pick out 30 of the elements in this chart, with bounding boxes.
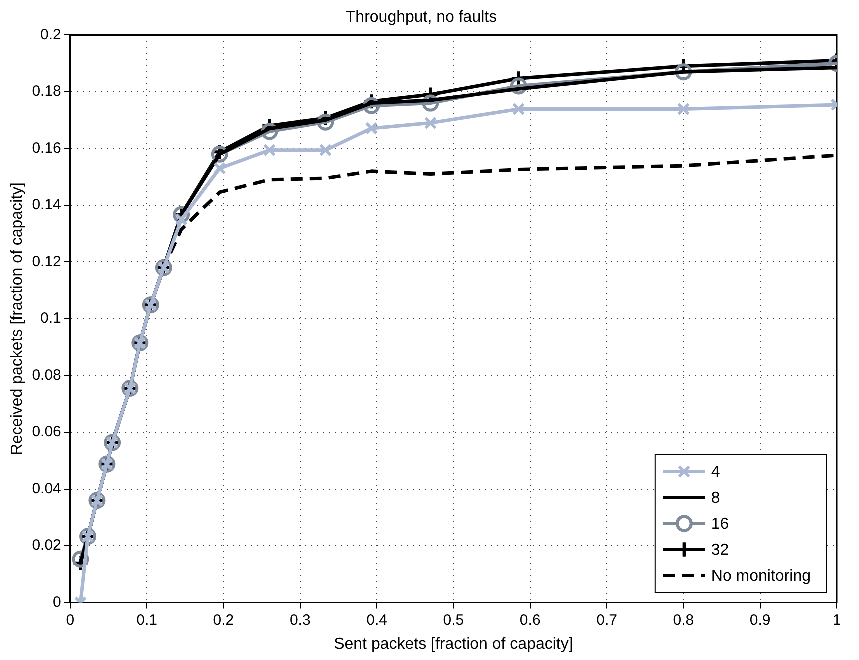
x-tick-label: 0.3 — [290, 612, 311, 629]
y-tick-label: 0.14 — [32, 196, 62, 214]
legend-label: 16 — [711, 516, 730, 534]
legend-label: 4 — [711, 464, 720, 482]
y-tick-label: 0.04 — [32, 480, 62, 498]
y-tick-label: 0 — [53, 594, 62, 611]
y-tick-label: 0.2 — [40, 26, 62, 44]
y-tick-label: 0.1 — [40, 310, 62, 328]
x-tick-label: 0 — [66, 612, 75, 629]
legend-label: 8 — [711, 490, 720, 508]
legend-label: No monitoring — [711, 568, 812, 586]
x-tick-label: 0.2 — [213, 612, 234, 629]
x-tick-label: 1 — [832, 612, 842, 629]
x-tick-label: 0.1 — [136, 612, 158, 629]
y-axis-title: Received packets [fraction of capacity] — [9, 182, 26, 456]
x-tick-label: 0.9 — [750, 612, 771, 629]
x-tick-label: 0.5 — [443, 612, 464, 629]
x-axis-title: Sent packets [fraction of capacity] — [334, 636, 574, 653]
y-tick-label: 0.06 — [32, 424, 62, 441]
y-tick-label: 0.16 — [32, 140, 62, 157]
x-tick-label: 0.7 — [596, 612, 618, 629]
y-tick-label: 0.18 — [32, 83, 62, 100]
x-tick-label: 0.6 — [520, 612, 541, 629]
y-tick-label: 0.12 — [32, 253, 62, 270]
x-tick-label: 0.8 — [673, 612, 694, 629]
y-tick-label: 0.02 — [32, 537, 62, 554]
chart-title: Throughput, no faults — [346, 9, 498, 26]
legend-label: 32 — [711, 542, 730, 560]
x-tick-label: 0.4 — [366, 612, 388, 629]
y-tick-label: 0.08 — [32, 366, 62, 384]
